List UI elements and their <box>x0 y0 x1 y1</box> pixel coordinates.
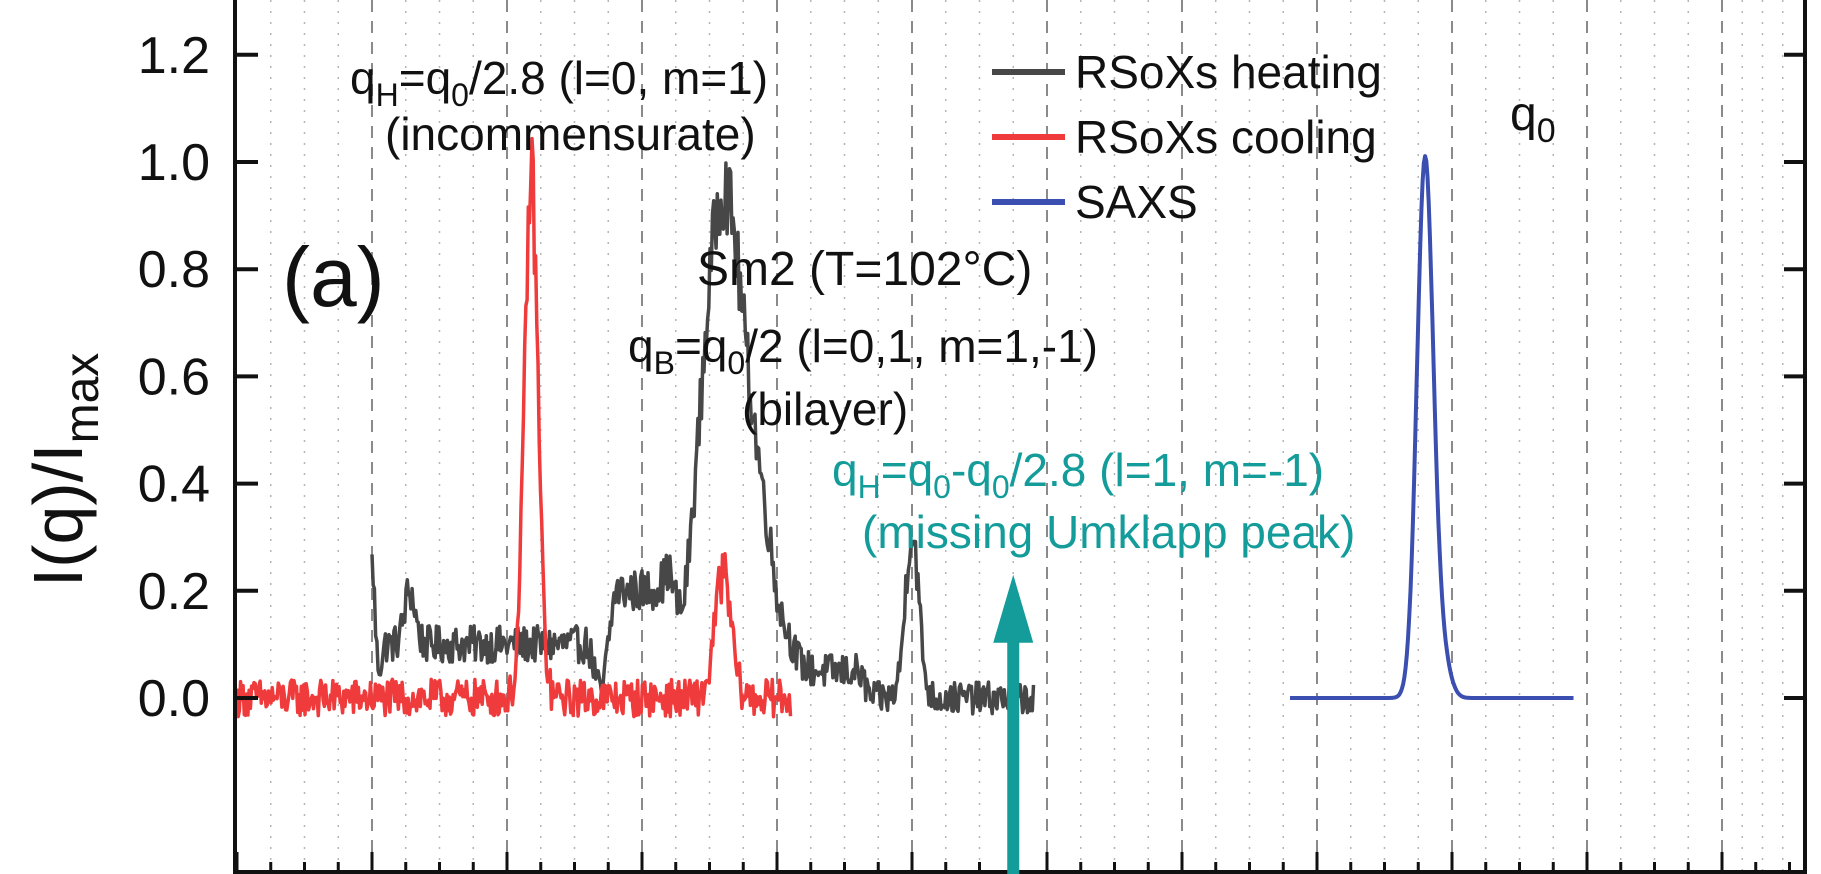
annotation-qb-note: (bilayer) <box>742 383 908 435</box>
annotation-qb: qB=q0/2 (l=0,1, m=1,-1) <box>628 320 1098 381</box>
panel-label: (a) <box>282 230 385 324</box>
y-tick-label: 1.2 <box>138 27 210 85</box>
y-tick-label: 1.0 <box>138 134 210 192</box>
annotation-umklapp: qH=q0-q0/2.8 (l=1, m=-1) <box>832 444 1324 505</box>
y-tick-label: 0.6 <box>138 348 210 406</box>
annotation-phase: Sm2 (T=102°C) <box>697 243 1032 296</box>
legend-label-heating: RSoXs heating <box>1075 46 1382 98</box>
y-tick-label: 0.0 <box>138 670 210 728</box>
legend-label-saxs: SAXS <box>1075 176 1198 228</box>
series-line-rsoxs-cooling <box>235 136 793 719</box>
series-line-saxs <box>1289 154 1575 700</box>
annotation-qh-note: (incommensurate) <box>385 108 756 160</box>
y-tick-label: 0.8 <box>138 241 210 299</box>
legend-label-cooling: RSoXs cooling <box>1075 111 1377 163</box>
series-line-rsoxs-heating <box>370 161 1036 716</box>
plot-frame <box>233 0 1807 874</box>
legend: RSoXs heating RSoXs cooling SAXS <box>992 46 1382 228</box>
annotation-q0: q0 <box>1510 88 1556 150</box>
series-layer <box>235 136 1575 719</box>
y-axis-title: I(q)/Imax <box>19 353 109 588</box>
umklapp-arrow <box>993 574 1034 874</box>
arrow-head <box>993 574 1034 643</box>
axis-ticks <box>235 52 1803 872</box>
y-tick-labels: 0.0 0.2 0.4 0.6 0.8 1.0 1.2 <box>138 27 210 728</box>
y-tick-label: 0.2 <box>138 563 210 621</box>
y-tick-label: 0.4 <box>138 456 210 514</box>
annotation-qh: qH=q0/2.8 (l=0, m=1) <box>350 52 768 113</box>
annotation-umklapp-note: (missing Umklapp peak) <box>862 506 1355 558</box>
